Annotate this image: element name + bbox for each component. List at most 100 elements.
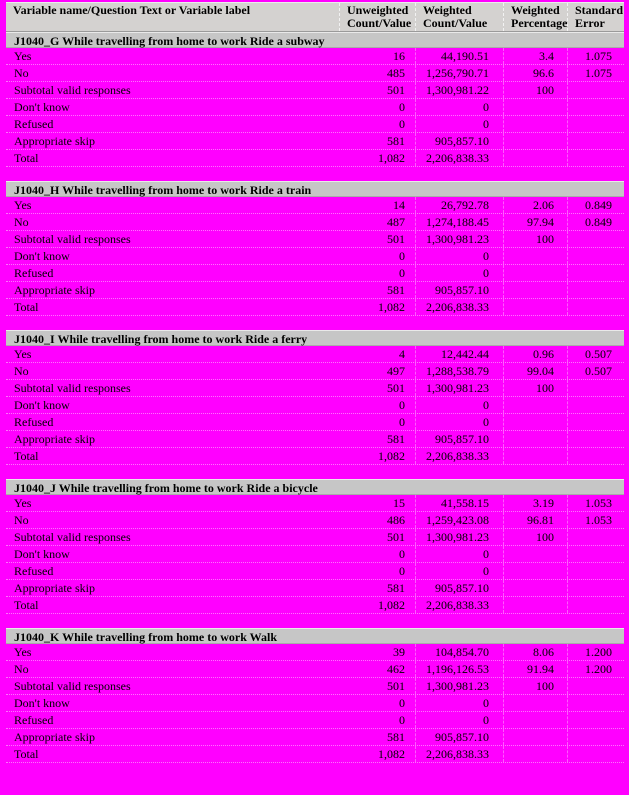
weighted-percentage-value: 2.06	[504, 197, 568, 213]
standard-error-value: 1.075	[585, 49, 612, 63]
variable-section-j1040_i: J1040_I While travelling from home to wo…	[6, 330, 624, 465]
unweighted-count-value: 581	[340, 431, 416, 447]
row-label: Refused	[14, 117, 54, 131]
weighted-percentage-value	[504, 265, 568, 281]
table-row: Total 1,082 2,206,838.33	[6, 448, 624, 465]
row-label: Don't know	[14, 100, 70, 114]
row-label: Appropriate skip	[14, 730, 95, 744]
row-label: Total	[14, 151, 39, 165]
table-row: Total 1,082 2,206,838.33	[6, 597, 624, 614]
standard-error-value	[568, 580, 624, 596]
unweighted-count-value: 1,082	[340, 150, 416, 166]
weighted-percentage-value	[504, 597, 568, 613]
unweighted-count-value: 0	[340, 99, 416, 115]
row-label: Subtotal valid responses	[14, 232, 131, 246]
table-header-row: Variable name/Question Text or Variable …	[6, 2, 624, 32]
row-label: No	[14, 215, 29, 229]
header-percentage-line2: Percentage	[511, 16, 568, 30]
table-row: Appropriate skip 581 905,857.10	[6, 431, 624, 448]
weighted-percentage-value	[504, 712, 568, 728]
standard-error-value	[568, 265, 624, 281]
section-title: J1040_K While travelling from home to wo…	[6, 628, 624, 644]
table-row: Refused 0 0	[6, 265, 624, 282]
unweighted-count-value: 486	[340, 512, 416, 528]
unweighted-count-value: 0	[340, 546, 416, 562]
variable-table: Variable name/Question Text or Variable …	[6, 2, 624, 763]
unweighted-count-value: 14	[340, 197, 416, 213]
table-row: Appropriate skip 581 905,857.10	[6, 133, 624, 150]
unweighted-count-value: 1,082	[340, 299, 416, 315]
table-row: Don't know 0 0	[6, 695, 624, 712]
weighted-count-value: 905,857.10	[416, 431, 504, 447]
weighted-count-value: 104,854.70	[416, 644, 504, 660]
unweighted-count-value: 0	[340, 248, 416, 264]
section-title: J1040_I While travelling from home to wo…	[6, 330, 624, 346]
weighted-percentage-value	[504, 150, 568, 166]
weighted-count-value: 0	[416, 116, 504, 132]
row-label: Total	[14, 598, 39, 612]
unweighted-count-value: 1,082	[340, 448, 416, 464]
weighted-percentage-value	[504, 431, 568, 447]
row-label: Yes	[14, 198, 32, 212]
weighted-count-value: 1,259,423.08	[416, 512, 504, 528]
weighted-count-value: 2,206,838.33	[416, 448, 504, 464]
unweighted-count-value: 462	[340, 661, 416, 677]
header-unweighted-count: Unweighted Count/Value	[340, 3, 416, 31]
standard-error-value	[568, 546, 624, 562]
weighted-count-value: 905,857.10	[416, 282, 504, 298]
unweighted-count-value: 501	[340, 380, 416, 396]
table-row: Total 1,082 2,206,838.33	[6, 150, 624, 167]
table-row: Subtotal valid responses 501 1,300,981.23 1…	[6, 678, 624, 695]
weighted-count-value: 0	[416, 414, 504, 430]
table-row: No 462 1,196,126.53 91.94 1.200	[6, 661, 624, 678]
table-row: Yes 39 104,854.70 8.06 1.200	[6, 644, 624, 661]
standard-error-value	[568, 712, 624, 728]
weighted-percentage-value	[504, 397, 568, 413]
row-label: Yes	[14, 496, 32, 510]
standard-error-value: 1.053	[585, 496, 612, 510]
standard-error-value: 0.849	[585, 198, 612, 212]
table-row: Subtotal valid responses 501 1,300,981.23 1…	[6, 231, 624, 248]
unweighted-count-value: 501	[340, 678, 416, 694]
unweighted-count-value: 581	[340, 580, 416, 596]
standard-error-value	[568, 282, 624, 298]
unweighted-count-value: 0	[340, 695, 416, 711]
section-title: J1040_J While travelling from home to wo…	[6, 479, 624, 495]
standard-error-value	[568, 248, 624, 264]
weighted-count-value: 1,300,981.23	[416, 678, 504, 694]
unweighted-count-value: 501	[340, 231, 416, 247]
weighted-count-value: 1,274,188.45	[416, 214, 504, 230]
codebook-page: Variable name/Question Text or Variable …	[6, 2, 624, 763]
table-row: Yes 15 41,558.15 3.19 1.053	[6, 495, 624, 512]
weighted-count-value: 905,857.10	[416, 580, 504, 596]
standard-error-value	[568, 529, 624, 545]
row-label: Total	[14, 300, 39, 314]
weighted-count-value: 2,206,838.33	[416, 746, 504, 762]
weighted-percentage-value: 3.19	[504, 495, 568, 511]
row-label: Don't know	[14, 398, 70, 412]
standard-error-value	[568, 299, 624, 315]
row-label: No	[14, 66, 29, 80]
header-percentage-line1: Weighted	[511, 3, 560, 17]
row-label: Subtotal valid responses	[14, 679, 131, 693]
row-label: Refused	[14, 713, 54, 727]
row-label: Appropriate skip	[14, 283, 95, 297]
table-row: Refused 0 0	[6, 116, 624, 133]
row-label: Yes	[14, 347, 32, 361]
row-label: Appropriate skip	[14, 581, 95, 595]
table-row: Total 1,082 2,206,838.33	[6, 299, 624, 316]
standard-error-value	[568, 695, 624, 711]
standard-error-value	[568, 150, 624, 166]
table-row: Refused 0 0	[6, 563, 624, 580]
variable-section-j1040_g: J1040_G While travelling from home to wo…	[6, 32, 624, 167]
standard-error-value	[568, 99, 624, 115]
table-row: Appropriate skip 581 905,857.10	[6, 580, 624, 597]
standard-error-value	[568, 563, 624, 579]
standard-error-value	[568, 397, 624, 413]
row-label: Don't know	[14, 696, 70, 710]
unweighted-count-value: 0	[340, 397, 416, 413]
weighted-count-value: 905,857.10	[416, 133, 504, 149]
unweighted-count-value: 581	[340, 282, 416, 298]
weighted-count-value: 1,300,981.22	[416, 82, 504, 98]
variable-section-j1040_h: J1040_H While travelling from home to wo…	[6, 181, 624, 316]
